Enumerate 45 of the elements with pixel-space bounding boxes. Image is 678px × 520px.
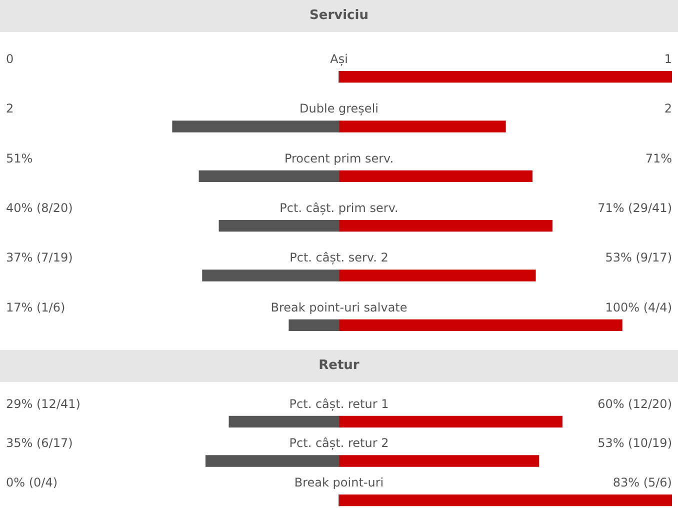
y-tick-label: Pct. câșt. retur 1 (289, 396, 389, 411)
bar (205, 455, 340, 467)
bar (338, 71, 672, 83)
annotation: 60% (12/20) (598, 396, 672, 411)
text: 40% (8/20) (6, 200, 73, 215)
text: 17% (1/6) (6, 300, 66, 314)
bar (338, 270, 536, 282)
y-tick-label: Procent prim serv. (284, 151, 394, 166)
text: 37% (7/19) (6, 250, 73, 265)
y-tick-label: Pct. câșt. prim serv. (280, 200, 398, 215)
y-tick-label: Break point-uri (294, 475, 384, 490)
bar (288, 319, 340, 331)
y-tick-label: Pct. câșt. retur 2 (289, 436, 389, 450)
annotation: 1 (664, 52, 672, 66)
bar (338, 494, 672, 506)
text: 0 (6, 52, 14, 66)
chart-title: Serviciu (0, 0, 678, 32)
annotation: 83% (5/6) (612, 475, 672, 490)
bar (338, 120, 506, 132)
y-tick-label: Ași (330, 52, 348, 66)
annotation: 71% (645, 151, 672, 166)
annotation: 53% (10/19) (598, 436, 672, 450)
y-tick-label: Break point-uri salvate (270, 300, 408, 314)
annotation: 71% (29/41) (598, 200, 672, 215)
bar (228, 416, 340, 428)
text: 35% (6/17) (6, 436, 73, 450)
bar (218, 220, 340, 232)
bar (338, 220, 552, 232)
bar (338, 319, 622, 331)
text: 51% (6, 151, 33, 166)
text: 29% (12/41) (6, 396, 80, 411)
chart-title: Retur (0, 350, 678, 382)
text: 0% (0/4) (6, 475, 58, 490)
bar (172, 120, 340, 132)
text: 2 (6, 102, 14, 116)
annotation: 2 (664, 102, 672, 116)
bar (202, 270, 340, 282)
y-tick-label: Duble greșeli (300, 102, 378, 116)
bar (338, 170, 532, 182)
annotation: 53% (9/17) (605, 250, 672, 265)
annotation: 100% (4/4) (605, 300, 672, 314)
bar (338, 455, 540, 467)
bar (198, 170, 340, 182)
bar (338, 416, 562, 428)
y-tick-label: Pct. câșt. serv. 2 (290, 250, 388, 265)
